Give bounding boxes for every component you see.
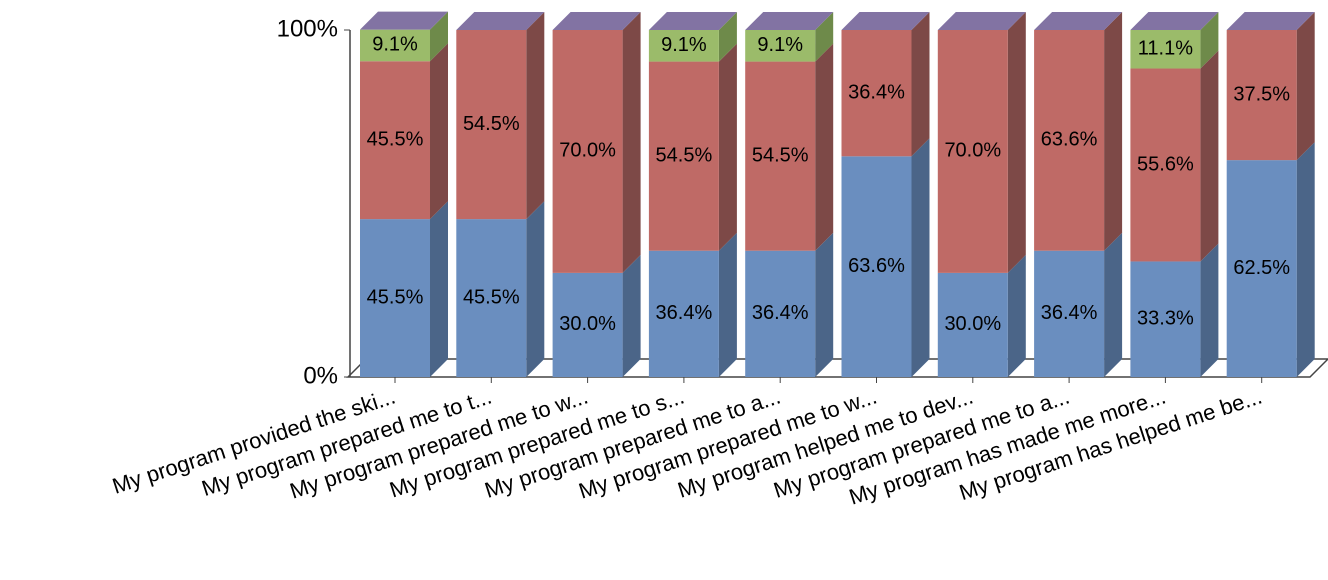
bar-side bbox=[911, 12, 930, 157]
bar-side bbox=[718, 232, 737, 377]
bar-side bbox=[430, 43, 448, 220]
bar-side bbox=[815, 43, 834, 251]
bar-top bbox=[1034, 12, 1123, 30]
bar-side bbox=[1200, 12, 1219, 69]
bar bbox=[456, 219, 527, 377]
value-label: 63.6% bbox=[1041, 129, 1098, 151]
bar bbox=[648, 30, 719, 62]
bar bbox=[1034, 30, 1105, 251]
bar-side bbox=[1296, 142, 1315, 377]
bar bbox=[552, 272, 623, 377]
bar bbox=[1034, 250, 1105, 377]
value-label: 36.4% bbox=[656, 302, 713, 324]
value-label: 11.1% bbox=[1138, 38, 1193, 60]
value-label: 36.4% bbox=[1041, 302, 1098, 324]
value-label: 33.3% bbox=[1137, 308, 1194, 330]
value-label: 54.5% bbox=[752, 144, 809, 166]
bar-side bbox=[526, 201, 545, 377]
bar bbox=[552, 30, 623, 273]
bar bbox=[648, 61, 719, 251]
bar-top bbox=[937, 12, 1026, 30]
bar-side bbox=[718, 43, 737, 251]
bar-side bbox=[1007, 12, 1026, 273]
bar-top bbox=[841, 12, 930, 30]
bar bbox=[937, 272, 1008, 377]
y-tick-label: 0% bbox=[303, 362, 338, 389]
bar-top bbox=[745, 12, 834, 30]
y-tick-label: 100% bbox=[277, 15, 338, 42]
value-label: 9.1% bbox=[661, 34, 707, 56]
value-label: 70.0% bbox=[559, 140, 616, 162]
bar bbox=[937, 30, 1008, 273]
bar-side bbox=[1104, 12, 1123, 251]
bar-side bbox=[622, 12, 641, 273]
bar bbox=[841, 30, 912, 157]
value-label: 54.5% bbox=[463, 113, 520, 135]
bar-side bbox=[526, 12, 545, 220]
bar bbox=[456, 30, 527, 220]
bar-side bbox=[1200, 243, 1219, 377]
value-label: 62.5% bbox=[1233, 257, 1290, 279]
value-label: 45.5% bbox=[367, 128, 424, 150]
value-label: 45.5% bbox=[463, 286, 520, 308]
bar-side bbox=[718, 12, 737, 62]
value-label: 30.0% bbox=[559, 313, 616, 335]
bar bbox=[841, 156, 912, 377]
bar bbox=[360, 219, 430, 377]
bar-side bbox=[1007, 254, 1026, 377]
bar-top bbox=[648, 12, 737, 30]
bar bbox=[360, 29, 430, 62]
value-label: 36.4% bbox=[848, 81, 905, 103]
bar-top bbox=[360, 11, 448, 30]
value-label: 55.6% bbox=[1137, 153, 1194, 175]
bar bbox=[745, 250, 816, 377]
bar-side bbox=[430, 11, 448, 62]
value-label: 30.0% bbox=[944, 313, 1001, 335]
bar-side bbox=[430, 201, 448, 377]
value-label: 9.1% bbox=[372, 34, 418, 56]
bar bbox=[1130, 30, 1201, 69]
value-label: 63.6% bbox=[848, 255, 905, 277]
bar bbox=[1226, 30, 1297, 161]
bar-side bbox=[1104, 232, 1123, 377]
bar-side bbox=[815, 12, 834, 62]
value-label: 9.1% bbox=[757, 34, 803, 56]
bar bbox=[745, 61, 816, 251]
bar-top bbox=[552, 12, 641, 30]
bar bbox=[360, 61, 430, 220]
value-label: 36.4% bbox=[752, 302, 809, 324]
bar-side bbox=[622, 254, 641, 377]
bar bbox=[1226, 160, 1297, 377]
value-label: 70.0% bbox=[944, 140, 1001, 162]
bar bbox=[648, 250, 719, 377]
bar bbox=[1130, 261, 1201, 377]
value-label: 37.5% bbox=[1233, 83, 1290, 105]
bar-side bbox=[815, 232, 834, 377]
value-label: 45.5% bbox=[367, 286, 424, 308]
bar-side bbox=[911, 138, 930, 377]
bar-side bbox=[1296, 12, 1315, 161]
bar-side bbox=[1200, 50, 1219, 262]
bar bbox=[745, 30, 816, 62]
bar-top bbox=[1226, 12, 1315, 30]
bar-top bbox=[456, 12, 545, 30]
value-label: 54.5% bbox=[656, 144, 713, 166]
bar bbox=[1130, 68, 1201, 262]
bar-top bbox=[1130, 12, 1219, 30]
